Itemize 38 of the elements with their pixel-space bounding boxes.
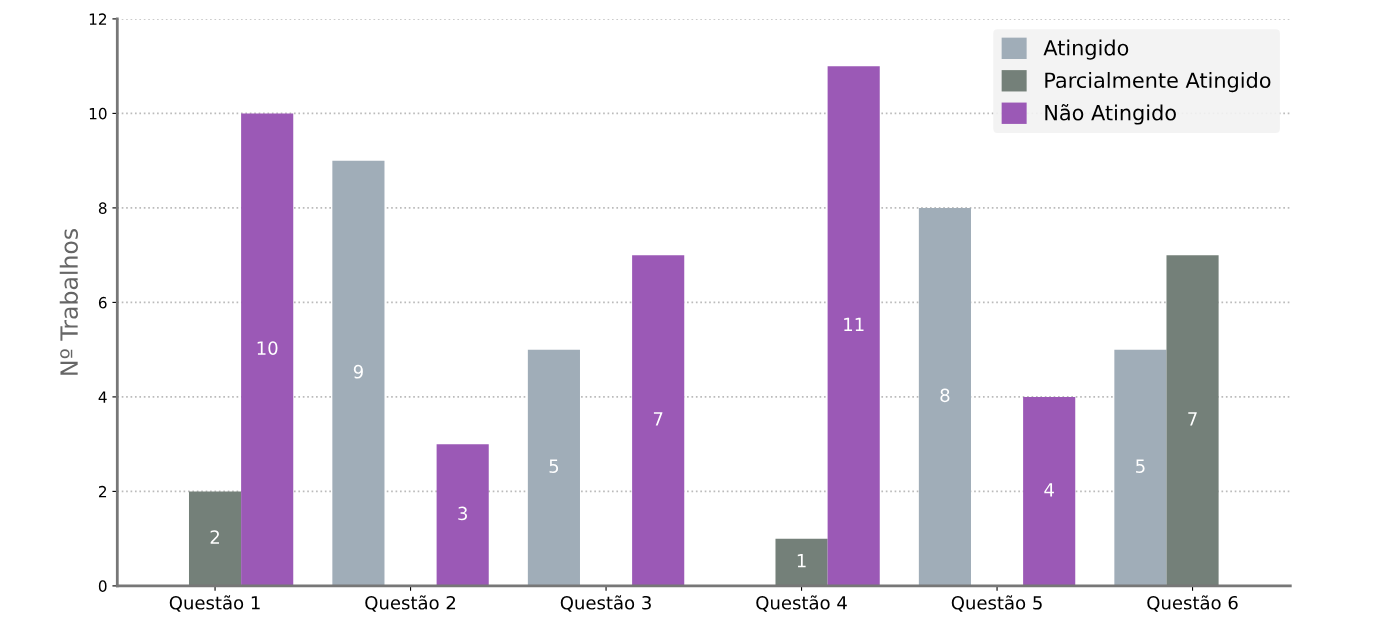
legend-label: Parcialmente Atingido [1045,71,1271,93]
y-tick-label: 6 [98,296,107,309]
bar [1023,396,1076,586]
data-label: 5 [549,459,559,474]
data-label: 11 [844,317,864,332]
x-tick-label: Questão 3 [560,595,651,612]
y-tick-label: 10 [89,107,107,120]
x-tick-label: Questão 2 [365,595,456,612]
x-tick-label: Questão 1 [169,595,260,612]
bar [436,444,489,586]
data-label: 2 [210,530,219,544]
bar [632,255,685,586]
y-axis-title: Nº Trabalhos [59,228,79,375]
x-tick-label: Questão 6 [1147,595,1238,612]
data-label: 10 [257,341,278,355]
y-tick-label: 8 [98,202,107,214]
data-label: 8 [940,388,950,403]
data-label: 3 [458,506,467,521]
bar [241,113,294,586]
legend-label: Atingido [1043,39,1129,60]
bar [527,349,580,586]
bar [918,207,971,586]
data-label: 1 [797,554,806,568]
data-label: 4 [1044,483,1054,497]
bar [1114,349,1167,586]
data-label: 7 [1188,412,1197,426]
data-label: 9 [353,364,363,379]
data-label: 7 [653,412,663,426]
bar [332,160,385,586]
x-tick-label: Questão 4 [756,595,847,612]
y-tick-label: 4 [98,391,107,403]
legend-label: Não Atingido [1045,104,1176,125]
data-label: 5 [1136,459,1145,474]
bar [827,66,880,586]
y-tick-label: 12 [89,13,107,25]
y-tick-label: 0 [98,580,107,592]
x-tick-label: Questão 5 [951,595,1042,612]
y-tick-label: 2 [98,485,107,498]
